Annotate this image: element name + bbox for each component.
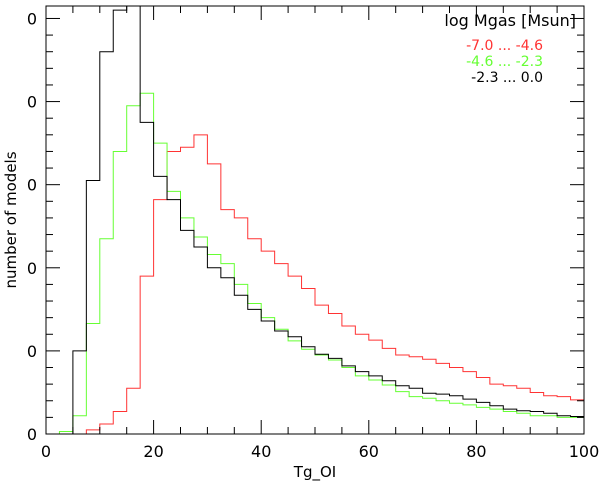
- x-tick-label: 40: [251, 442, 271, 461]
- y-tick-label: 0: [27, 425, 37, 444]
- legend: log Mgas [Msun] -7.0 ... -4.6 -4.6 ... -…: [444, 11, 576, 86]
- y-axis-label: number of models: [2, 151, 20, 288]
- x-tick-label: 0: [41, 442, 51, 461]
- y-tick-label: 0: [27, 259, 37, 278]
- legend-entry-green: -4.6 ... -2.3: [466, 54, 543, 70]
- series-line-1: [46, 92, 584, 435]
- plot-layer: [46, 5, 584, 435]
- legend-entry-red: -7.0 ... -4.6: [466, 38, 543, 54]
- x-tick-label: 100: [569, 442, 600, 461]
- y-tick-label: 0: [27, 342, 37, 361]
- y-tick-label: 0: [27, 93, 37, 112]
- x-axis-label: Tg_OI: [293, 463, 336, 482]
- series-line-0: [46, 134, 584, 435]
- legend-title: log Mgas [Msun]: [444, 11, 576, 30]
- x-tick-label: 20: [143, 442, 163, 461]
- y-tick-label: 0: [27, 176, 37, 195]
- series-line-2: [46, 5, 584, 435]
- x-tick-label: 80: [466, 442, 486, 461]
- y-tick-label: 0: [27, 9, 37, 28]
- legend-entry-black: -2.3 ... 0.0: [471, 70, 543, 86]
- x-tick-label: 60: [359, 442, 379, 461]
